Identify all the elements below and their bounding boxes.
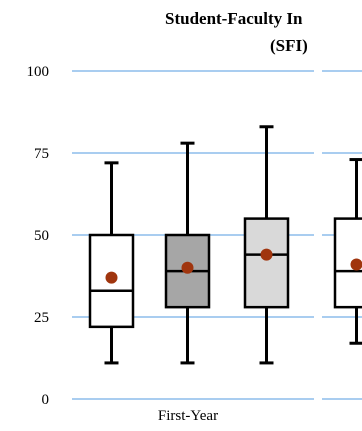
box-series bbox=[88, 125, 362, 365]
y-axis-ticks: 0 25 50 75 100 bbox=[27, 64, 50, 408]
mean-marker bbox=[105, 271, 118, 284]
y-tick-label: 75 bbox=[34, 146, 49, 162]
box-iqr bbox=[243, 217, 290, 309]
y-tick-label: 0 bbox=[42, 392, 50, 408]
chart-title: Student-Faculty In bbox=[165, 9, 303, 28]
y-tick-label: 25 bbox=[34, 310, 49, 326]
y-tick-label: 50 bbox=[34, 228, 49, 244]
category-label: First-Year bbox=[158, 408, 218, 424]
category-labels: First-Year bbox=[158, 408, 218, 424]
y-tick-label: 100 bbox=[27, 64, 50, 80]
chart-subtitle: (SFI) bbox=[270, 36, 308, 55]
mean-marker bbox=[260, 248, 273, 261]
mean-marker bbox=[181, 261, 194, 274]
mean-marker bbox=[350, 258, 362, 271]
